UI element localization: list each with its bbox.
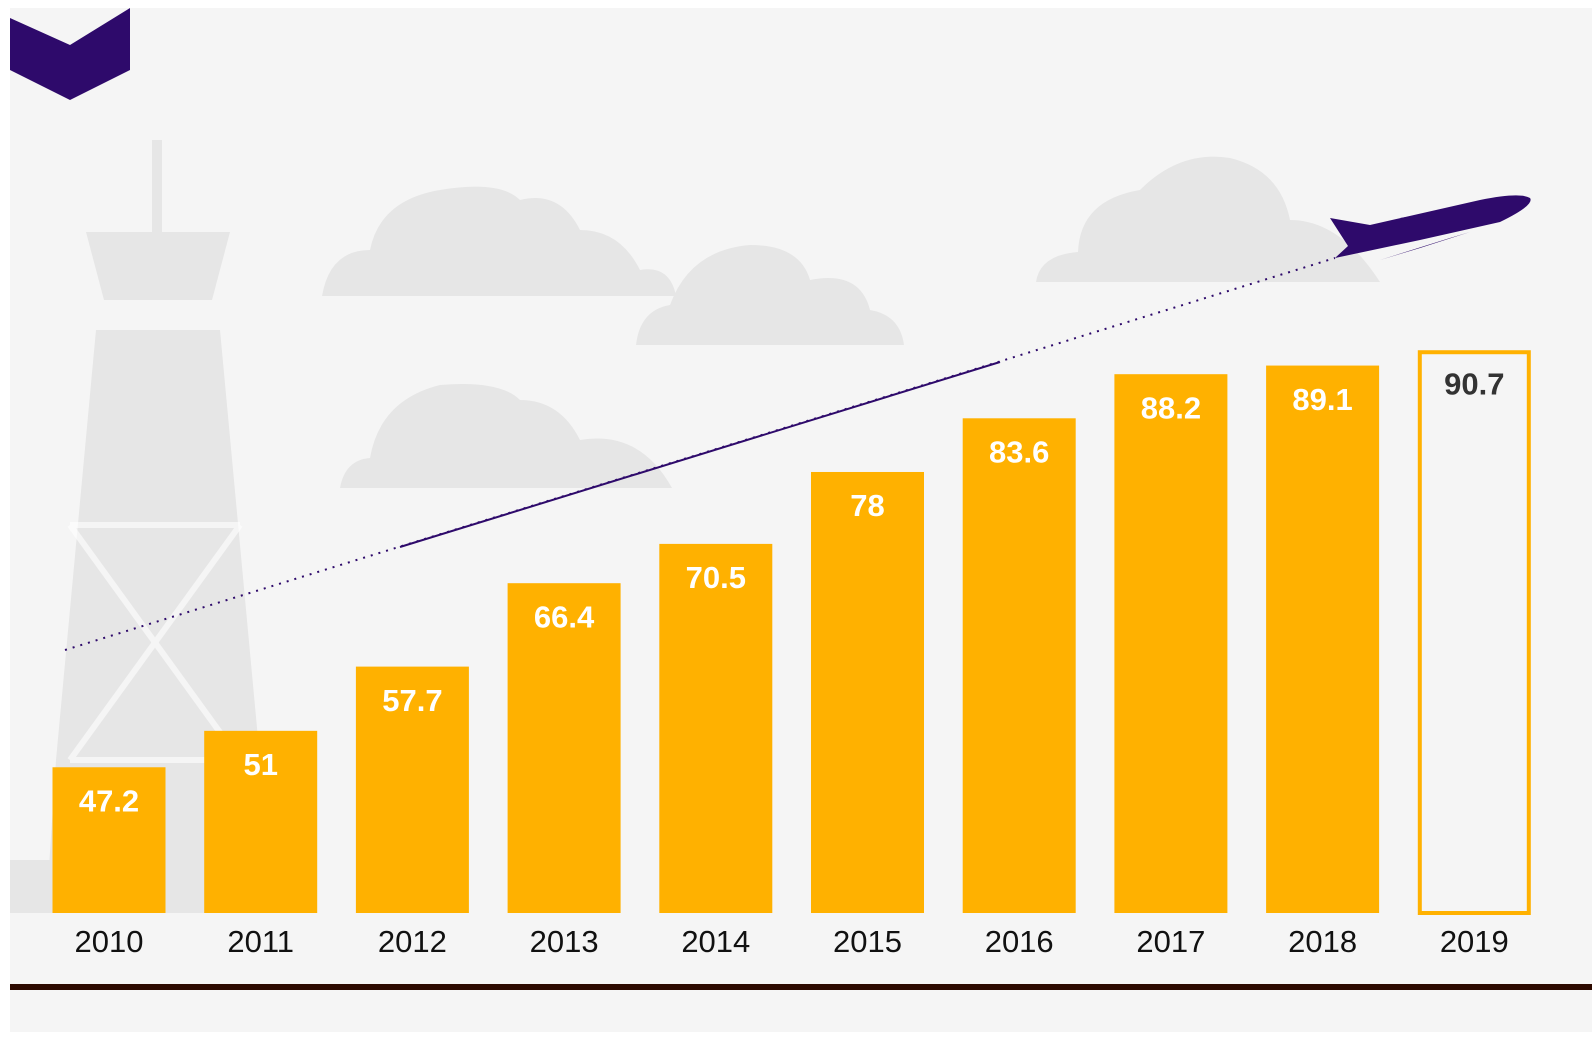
value-label: 66.4 [534, 599, 595, 634]
bar [811, 471, 924, 913]
value-label: 83.6 [989, 434, 1049, 469]
airplane [1330, 195, 1531, 260]
x-tick-label: 2016 [985, 924, 1054, 959]
x-tick-label: 2012 [378, 924, 447, 959]
value-label: 70.5 [686, 560, 746, 595]
bar [52, 767, 166, 913]
decoration [10, 140, 1380, 913]
bar [962, 418, 1076, 913]
value-label: 88.2 [1141, 390, 1201, 425]
flight-path-solid [399, 361, 1001, 548]
bar [1266, 365, 1380, 914]
bar [659, 543, 773, 913]
bar [1417, 350, 1531, 915]
bar [204, 730, 318, 913]
x-tick-label: 2018 [1288, 924, 1357, 959]
bar [355, 666, 469, 913]
logo-chevron [10, 8, 130, 100]
bar [1114, 374, 1228, 913]
x-tick-label: 2013 [530, 924, 599, 959]
x-tick-label: 2015 [833, 924, 902, 959]
x-tick-label: 2014 [681, 924, 750, 959]
bar [507, 583, 621, 913]
x-tick-label: 2019 [1440, 924, 1509, 959]
value-label: 90.7 [1444, 366, 1504, 401]
tower-frame [67, 522, 243, 763]
x-tick-label: 2011 [227, 924, 294, 959]
x-tick-label: 2017 [1136, 924, 1205, 959]
value-label: 89.1 [1292, 382, 1352, 417]
x-tick-label: 2010 [75, 924, 144, 959]
value-label: 51 [243, 747, 277, 782]
value-label: 47.2 [79, 783, 139, 818]
value-label: 57.7 [382, 683, 442, 718]
value-label: 78 [850, 488, 884, 523]
